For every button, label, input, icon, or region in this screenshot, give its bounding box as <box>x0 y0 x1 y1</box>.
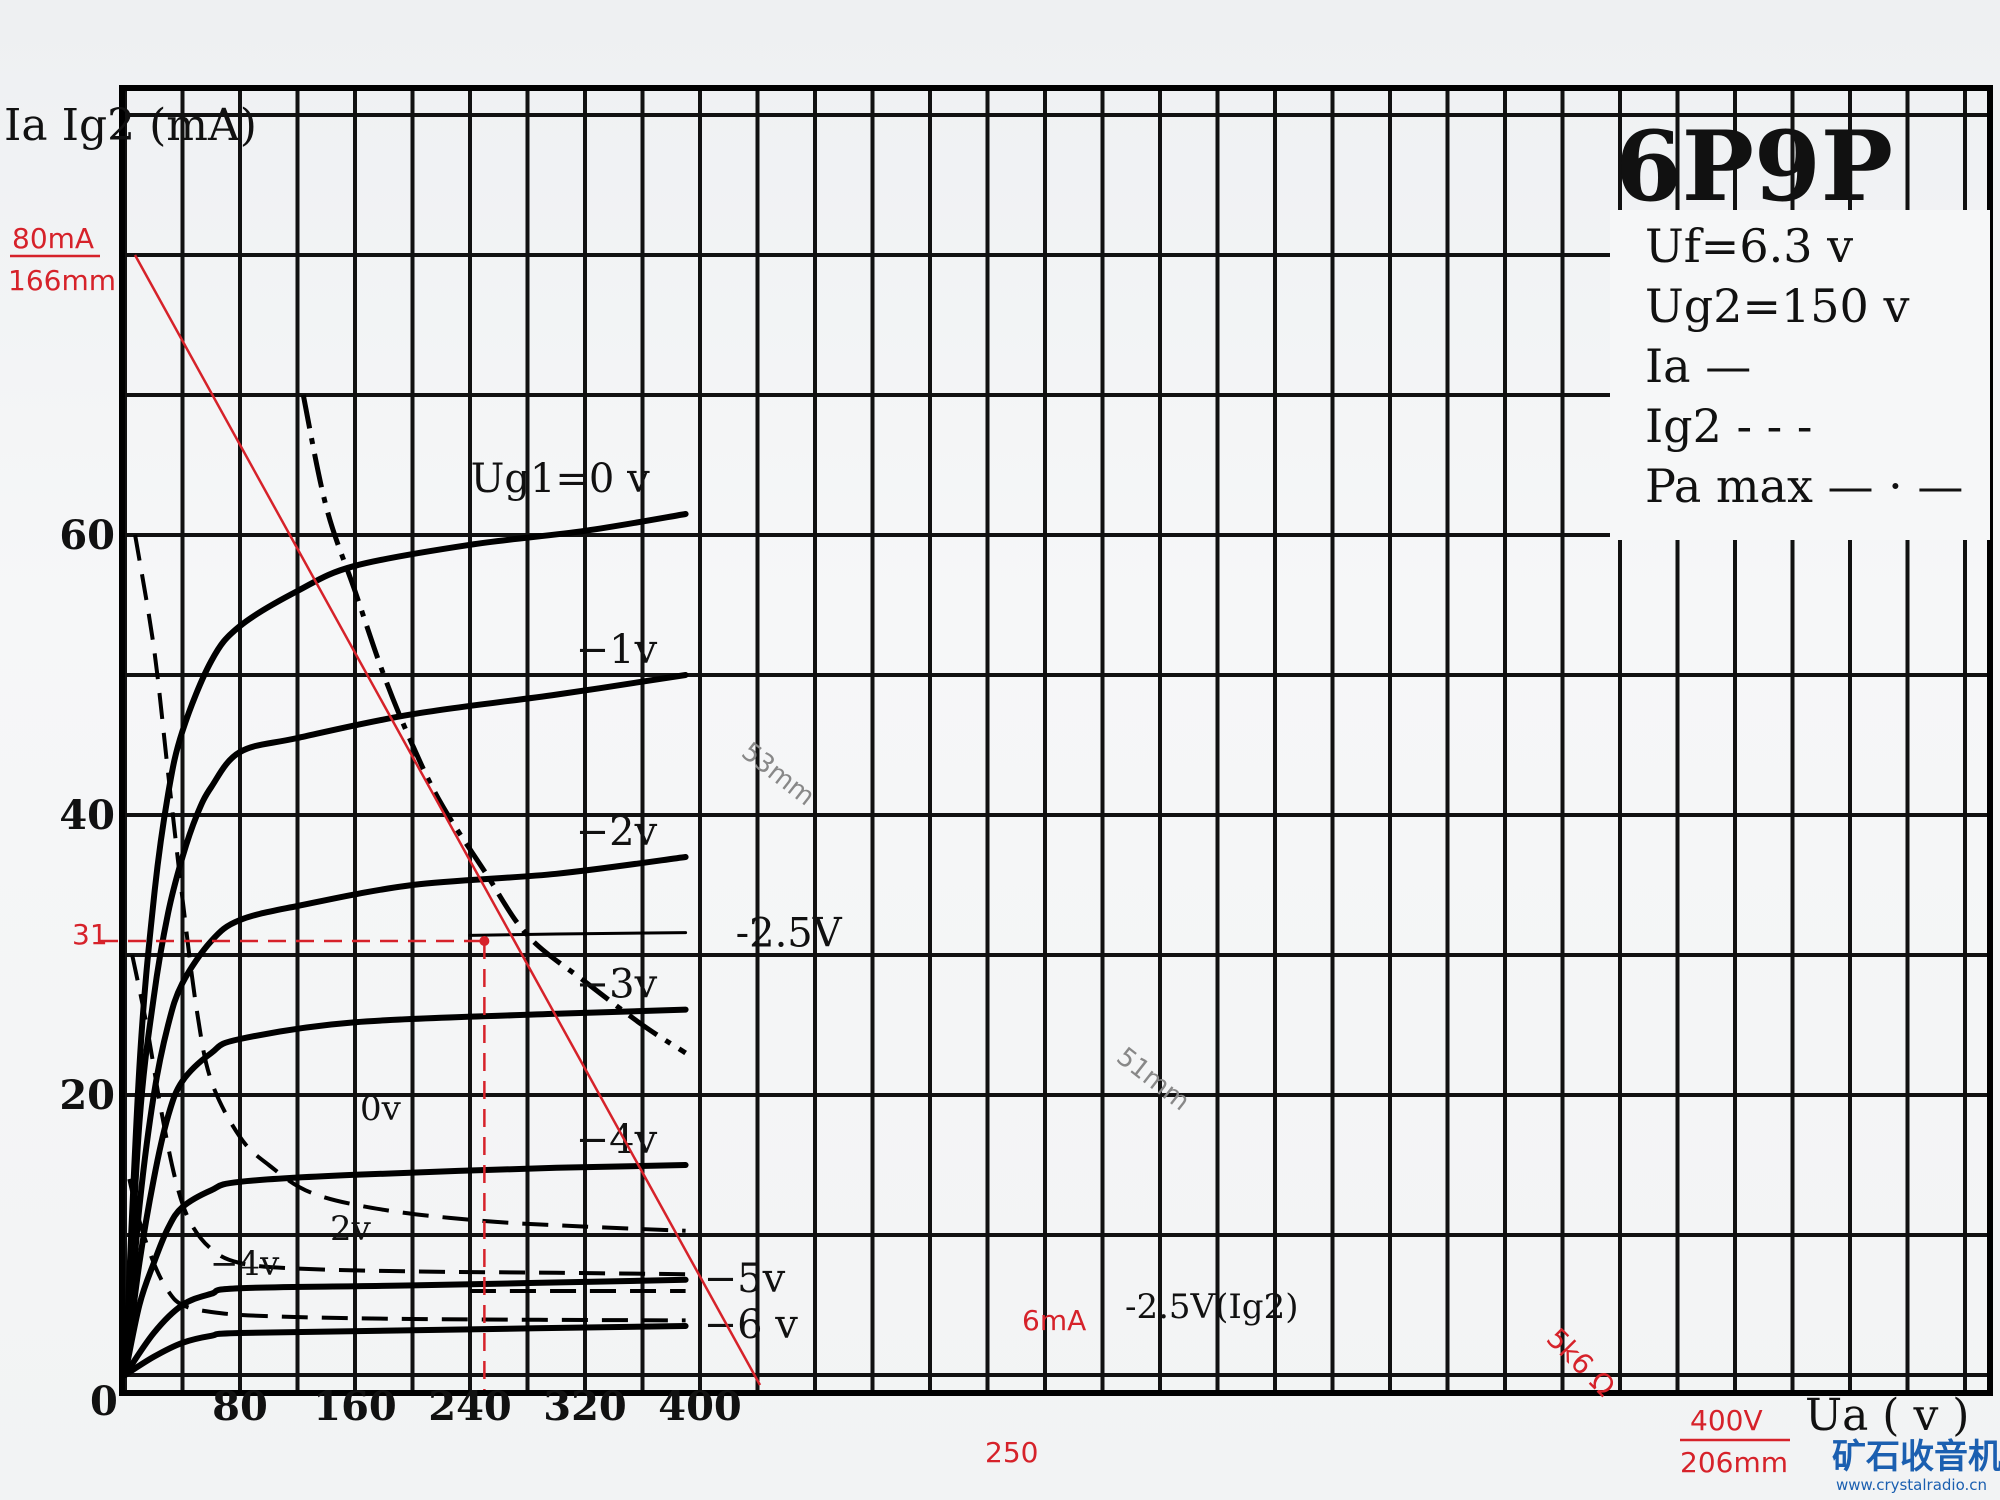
watermark-title: 矿石收音机 <box>1832 1437 2000 1477</box>
ia-curve-label: −5v <box>704 1256 786 1302</box>
ia-curve <box>122 1323 689 1378</box>
ig2-curve <box>133 534 686 1233</box>
ia-curve <box>468 931 688 937</box>
ia-curve <box>122 511 689 1378</box>
x-tick-label: 400 <box>658 1383 742 1430</box>
load-line-layer <box>100 254 762 1390</box>
load-line-x-bottom: 206mm <box>1680 1446 1788 1479</box>
op-point-ig2-curve-label: -2.5V(Ig2) <box>1125 1287 1298 1327</box>
op-point-ua-label: 250 <box>985 1436 1038 1469</box>
op-point-marker <box>479 936 490 946</box>
ia-curve <box>122 1162 689 1378</box>
origin-label: 0 <box>90 1378 118 1425</box>
load-line-y-top: 80mA <box>12 222 94 255</box>
legend-background <box>1610 210 1990 540</box>
x-tick-label: 240 <box>428 1383 512 1430</box>
x-tick-label: 160 <box>313 1383 397 1430</box>
ia-curve-label: Ug1=0 v <box>471 456 650 502</box>
y-tick-label: 60 <box>59 512 115 559</box>
x-tick-label: 80 <box>212 1383 268 1430</box>
tick-layer: 80 160 240 320 400 20 40 60 <box>59 512 741 1430</box>
ia-layer: Ug1=0 v−1v−2v-2.5V−3v−4v−5v−6 v <box>122 456 843 1378</box>
y-axis-title: Ia Ig2 (mA) <box>4 100 257 151</box>
legend-ig2: Ig2 - - - <box>1645 399 1812 453</box>
x-tick-label: 320 <box>543 1383 627 1430</box>
pmax-layer <box>300 394 687 1056</box>
chart-title: 6P9P <box>1615 110 1893 223</box>
subtitle-screen: Ug2=150 v <box>1645 279 1909 333</box>
ia-curve <box>122 1276 689 1378</box>
ia-curve <box>122 854 689 1378</box>
y-tick-label: 40 <box>59 792 115 839</box>
ia-curve-label: −3v <box>576 962 658 1008</box>
load-line-x-top: 400V <box>1690 1404 1763 1437</box>
plot-frame <box>119 85 1993 1396</box>
ia-curve <box>122 672 689 1378</box>
pmax-curve <box>300 394 687 1056</box>
subtitle-filament: Uf=6.3 v <box>1645 219 1853 273</box>
ig2-curve-label: 2v <box>330 1209 372 1249</box>
y-tick-label: 20 <box>59 1072 115 1119</box>
legend-ia: Ia — <box>1645 339 1751 393</box>
op-point-ia-label: 31 <box>72 918 108 951</box>
x-axis-title: Ua ( v ) <box>1805 1390 1969 1441</box>
legend-pmax: Pa max — · — <box>1645 459 1963 513</box>
ig2-curve-label: 0v <box>360 1089 402 1129</box>
ia-curve <box>122 1006 689 1378</box>
watermark-url: www.crystalradio.cn <box>1836 1476 1987 1494</box>
annotation-51mm: 51mm <box>1111 1042 1195 1117</box>
load-line-y-bottom: 166mm <box>8 264 116 297</box>
ia-curve-label: -2.5V <box>736 911 843 957</box>
ig2-curve-label: −4v <box>210 1244 280 1284</box>
ia-curve-label: −1v <box>576 627 658 673</box>
ig2-curve <box>127 1178 686 1323</box>
grid <box>122 88 1988 1393</box>
op-point-ig2-label: 6mA <box>1022 1304 1086 1337</box>
load-line <box>133 254 762 1386</box>
annotation-53mm: 53mm <box>736 737 820 812</box>
ia-curve-label: −2v <box>576 809 658 855</box>
